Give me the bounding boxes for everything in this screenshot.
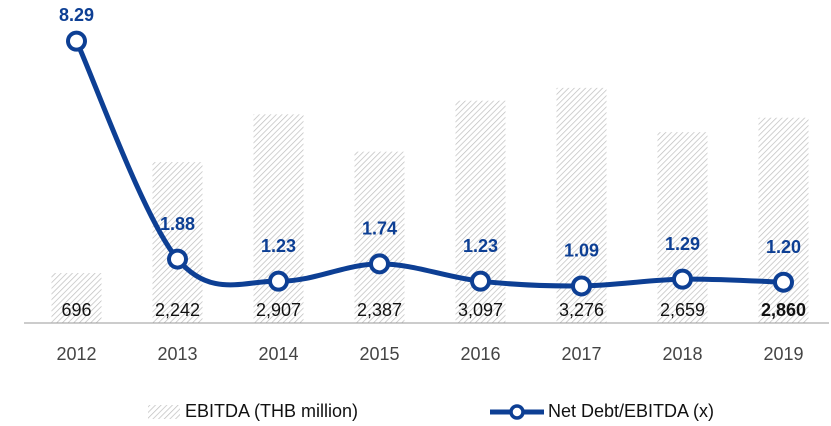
bar [253, 114, 304, 323]
legend-swatch [148, 405, 180, 419]
x-tick-label: 2015 [359, 344, 399, 364]
line-label: 8.29 [59, 5, 94, 25]
line-label: 1.23 [261, 236, 296, 256]
bar-label: 2,387 [357, 300, 402, 320]
legend-label: EBITDA (THB million) [185, 401, 358, 421]
bar [51, 273, 102, 323]
x-tick-label: 2019 [763, 344, 803, 364]
legend-marker [509, 404, 525, 420]
x-tick-label: 2016 [460, 344, 500, 364]
bar-label: 2,860 [761, 300, 806, 320]
x-tick-label: 2012 [56, 344, 96, 364]
bar [657, 132, 708, 323]
line-label: 1.09 [564, 241, 599, 261]
x-tick-label: 2014 [258, 344, 298, 364]
line-marker [672, 268, 693, 290]
line-marker [369, 253, 390, 275]
bar-label: 696 [61, 300, 91, 320]
bar [152, 162, 203, 323]
legend-label: Net Debt/EBITDA (x) [548, 401, 714, 421]
bar-label: 3,276 [559, 300, 604, 320]
line-label: 1.23 [463, 236, 498, 256]
x-tick-label: 2013 [157, 344, 197, 364]
x-tick-label: 2017 [561, 344, 601, 364]
line-label: 1.29 [665, 234, 700, 254]
line-marker [571, 275, 592, 297]
line-label: 1.20 [766, 237, 801, 257]
line-marker [773, 271, 794, 293]
bar-label: 2,659 [660, 300, 705, 320]
line-label: 1.88 [160, 214, 195, 234]
bar [354, 151, 405, 323]
line-label: 1.74 [362, 219, 397, 239]
bar-label: 2,907 [256, 300, 301, 320]
line-marker [167, 248, 188, 270]
bar-label: 3,097 [458, 300, 503, 320]
x-tick-label: 2018 [662, 344, 702, 364]
line-marker [66, 30, 87, 52]
line-marker [268, 270, 289, 292]
line-marker [470, 270, 491, 292]
bar-label: 2,242 [155, 300, 200, 320]
